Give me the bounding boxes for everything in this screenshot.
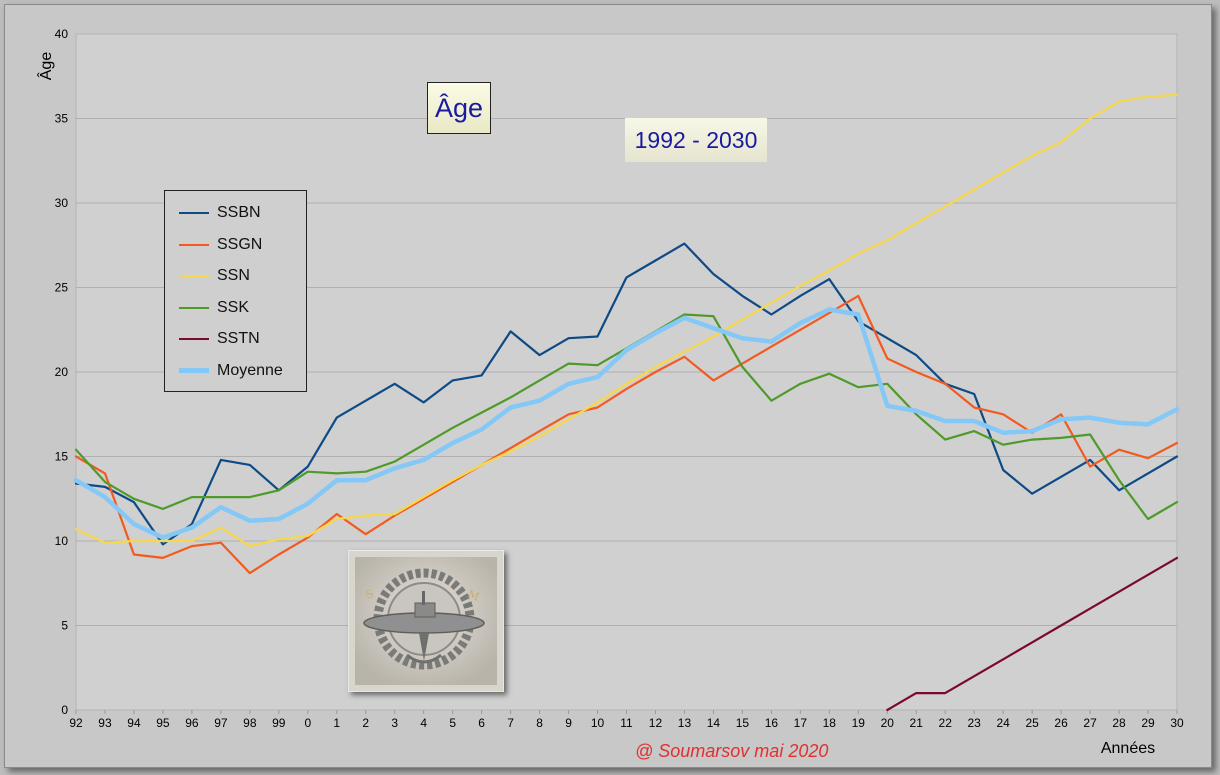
x-tick-label: 12 [649,716,663,730]
legend-swatch [179,275,209,277]
x-tick-label: 29 [1141,716,1155,730]
legend-label: SSTN [217,330,260,347]
x-tick-label: 18 [823,716,837,730]
legend-item-ssn: SSN [179,264,250,288]
y-tick-label: 25 [55,281,69,295]
x-tick-label: 1 [333,716,340,730]
x-tick-label: 6 [478,716,485,730]
x-tick-label: 14 [707,716,721,730]
y-tick-label: 15 [55,450,69,464]
x-tick-label: 9 [565,716,572,730]
legend-label: Moyenne [217,361,283,379]
y-tick-label: 30 [55,196,69,210]
x-tick-label: 7 [507,716,514,730]
legend-swatch [179,212,209,214]
x-tick-label: 25 [1025,716,1039,730]
x-tick-label: 24 [996,716,1010,730]
x-tick-label: 27 [1083,716,1097,730]
legend-swatch [179,338,209,340]
x-tick-label: 16 [765,716,779,730]
legend-item-moyenne: Moyenne [179,359,283,383]
y-tick-label: 10 [55,534,69,548]
x-tick-label: 8 [536,716,543,730]
y-tick-label: 40 [55,27,69,41]
legend-item-ssk: SSK [179,296,249,320]
series-line-moyenne [73,307,1180,540]
y-axis-ticks: 0 5 10 15 20 25 30 35 40 [55,27,69,717]
chart-subtitle: 1992 - 2030 [634,126,758,153]
y-tick-label: 5 [61,619,68,633]
x-tick-label: 11 [620,716,633,730]
legend-label: SSBN [217,204,261,221]
x-tick-label: 15 [736,716,750,730]
x-tick-label: 98 [243,716,257,730]
chart-title-box: Âge [427,82,491,134]
y-tick-label: 20 [55,365,69,379]
legend-swatch [179,306,209,309]
x-tick-label: 30 [1170,716,1184,730]
y-tick-label: 35 [55,112,69,126]
x-tick-label: 92 [69,716,83,730]
x-tick-label: 5 [449,716,456,730]
x-tick-label: 96 [185,716,199,730]
series-line-sstn [886,556,1179,712]
x-tick-label: 23 [968,716,982,730]
chart-frame: 0 5 10 15 20 25 30 35 40 92 93 94 95 96 97 98 99 0 1 2 3 4 5 6… [4,4,1212,768]
x-tick-label: 0 [304,716,311,730]
x-tick-label: 3 [391,716,398,730]
y-axis-label: Âge [36,52,55,81]
x-tick-label: 26 [1054,716,1068,730]
x-tick-label: 20 [881,716,895,730]
legend: SSBN SSGN SSN SSK SSTN Moyenne [164,190,307,392]
series-line-ssgn [74,294,1179,575]
chart-subtitle-box: 1992 - 2030 [625,118,767,162]
series-line-ssbn [74,242,1179,546]
legend-label: SSGN [217,235,263,253]
legend-item-ssgn: SSGN [179,233,262,257]
submarine-badge-icon: S M [355,557,497,685]
x-tick-label: 21 [910,716,924,730]
series-lines [73,93,1180,712]
x-axis-ticks: 92 93 94 95 96 97 98 99 0 1 2 3 4 5 6 7 8 9 10 11 12 13 14 15 16… [69,710,1184,730]
legend-label: SSK [217,298,250,316]
x-axis-label: Années [1101,740,1155,757]
chart-title: Âge [434,92,484,123]
legend-item-sstn: SSTN [179,327,260,351]
x-tick-label: 10 [591,716,605,730]
submarine-emblem-image: S M [348,550,504,692]
legend-label: SSN [217,267,250,284]
x-tick-label: 99 [272,716,286,730]
x-tick-label: 22 [939,716,953,730]
emblem-letter-m: M [466,588,481,604]
legend-item-ssbn: SSBN [179,201,261,225]
x-tick-label: 94 [127,716,141,730]
x-tick-label: 17 [794,716,808,730]
x-tick-label: 19 [852,716,866,730]
emblem-letter-s: S [364,587,376,602]
x-tick-label: 4 [420,716,427,730]
x-tick-label: 95 [156,716,170,730]
y-tick-label: 0 [61,703,68,717]
x-tick-label: 97 [214,716,228,730]
x-tick-label: 2 [362,716,369,730]
x-tick-label: 93 [98,716,112,730]
legend-swatch [179,368,209,373]
legend-swatch [179,243,209,246]
x-tick-label: 28 [1112,716,1126,730]
credit-text: @ Soumarsov mai 2020 [635,741,829,761]
series-line-ssn [74,93,1179,548]
x-tick-label: 13 [678,716,692,730]
